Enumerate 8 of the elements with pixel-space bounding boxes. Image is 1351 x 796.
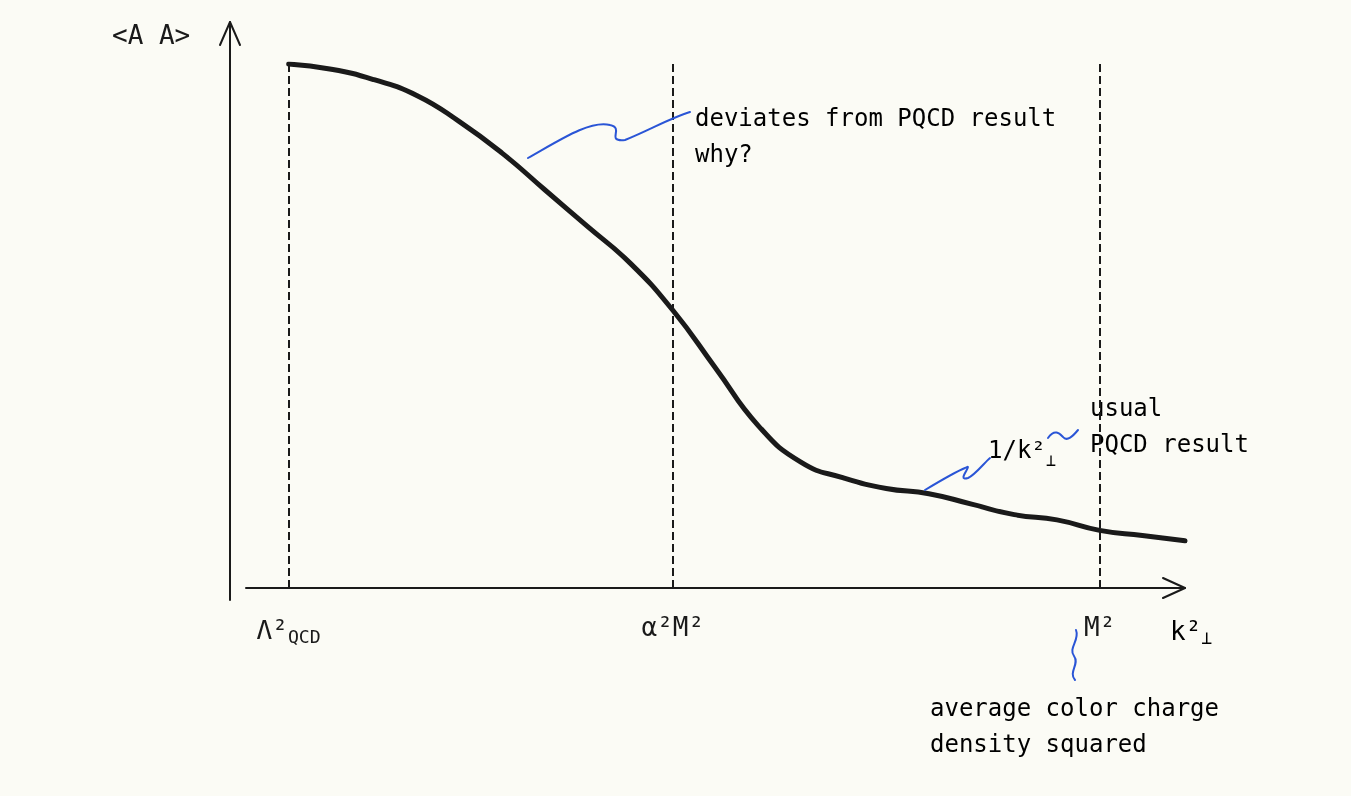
x-tick-label: M² bbox=[1083, 612, 1116, 642]
annotation: deviates from PQCD result why? bbox=[695, 104, 1057, 168]
text: average color charge density squared bbox=[930, 694, 1219, 758]
x-axis-title: k²⊥ bbox=[1170, 616, 1213, 648]
annotation: 1/k²⊥ bbox=[988, 436, 1056, 470]
y-axis-title: <A A> bbox=[112, 20, 191, 50]
annotation: usual PQCD result bbox=[1090, 394, 1249, 458]
x-tick-label: α²M² bbox=[641, 612, 705, 642]
